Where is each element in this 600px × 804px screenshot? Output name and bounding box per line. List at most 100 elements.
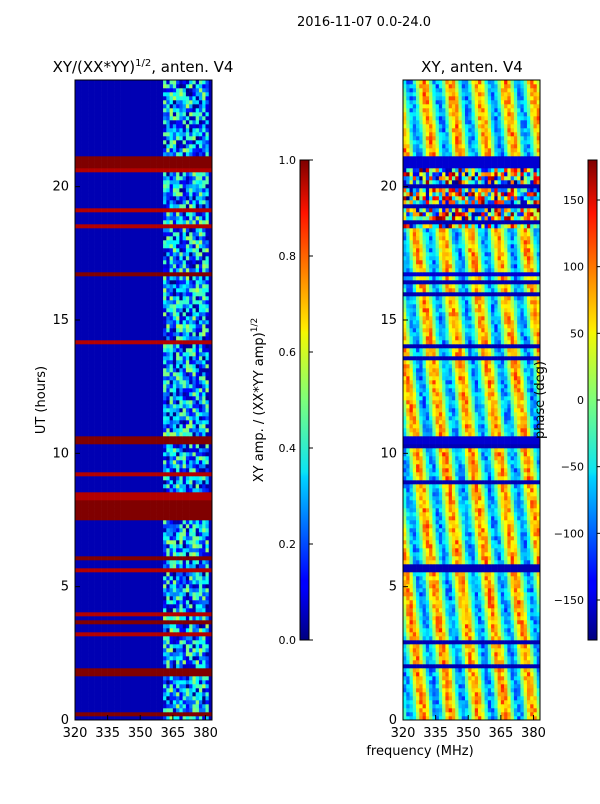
amplitude-cell	[189, 396, 193, 401]
amplitude-cell	[166, 552, 170, 557]
amplitude-cell	[84, 652, 89, 657]
amplitude-cell	[179, 480, 183, 485]
amplitude-cell	[189, 700, 193, 705]
amplitude-cell	[159, 600, 164, 605]
amplitude-cell	[146, 704, 151, 709]
amplitude-cell	[133, 436, 138, 441]
amplitude-cell	[146, 432, 151, 437]
amplitude-cell	[97, 676, 102, 681]
amplitude-cell	[166, 568, 170, 573]
amplitude-cell	[136, 640, 141, 645]
amplitude-cell	[110, 544, 115, 549]
amplitude-cell	[97, 560, 102, 565]
amplitude-cell	[198, 552, 203, 557]
amplitude-cell	[120, 548, 125, 553]
amplitude-cell	[159, 296, 164, 301]
amplitude-cell	[107, 568, 112, 573]
amplitude-cell	[153, 300, 157, 305]
amplitude-cell	[78, 524, 82, 529]
amplitude-cell	[208, 476, 213, 481]
amplitude-cell	[143, 592, 148, 597]
amplitude-cell	[133, 688, 138, 693]
amplitude-cell	[130, 552, 135, 557]
amplitude-cell	[182, 636, 187, 641]
amplitude-cell	[202, 352, 206, 357]
amplitude-cell	[136, 292, 141, 297]
amplitude-cell	[136, 556, 141, 561]
amplitude-cell	[81, 560, 86, 565]
amplitude-cell	[97, 372, 102, 377]
amplitude-cell	[114, 248, 118, 253]
amplitude-cell	[104, 516, 108, 521]
amplitude-cell	[169, 484, 174, 489]
amplitude-cell	[159, 424, 164, 429]
amplitude-cell	[169, 520, 174, 525]
amplitude-cell	[94, 632, 99, 637]
amplitude-cell	[133, 692, 138, 697]
amplitude-cell	[75, 464, 79, 469]
amplitude-cell	[153, 484, 157, 489]
amplitude-cell	[159, 248, 164, 253]
amplitude-cell	[133, 272, 138, 277]
amplitude-cell	[208, 588, 213, 593]
amplitude-cell	[185, 552, 190, 557]
amplitude-cell	[110, 408, 115, 413]
amplitude-cell	[123, 520, 128, 525]
amplitude-cell	[198, 420, 203, 425]
amplitude-cell	[189, 712, 193, 717]
amplitude-cell	[176, 308, 180, 313]
amplitude-cell	[75, 372, 79, 377]
amplitude-cell	[104, 548, 108, 553]
amplitude-cell	[130, 492, 135, 497]
amplitude-cell	[205, 332, 210, 337]
amplitude-cell	[75, 408, 79, 413]
amplitude-cell	[163, 544, 167, 549]
amplitude-cell	[198, 648, 203, 653]
amplitude-cell	[169, 472, 174, 477]
amplitude-cell	[104, 384, 108, 389]
amplitude-cell	[185, 444, 190, 449]
amplitude-cell	[146, 612, 151, 617]
amplitude-cell	[117, 332, 121, 337]
amplitude-cell	[159, 596, 164, 601]
amplitude-cell	[117, 544, 121, 549]
amplitude-cell	[195, 324, 200, 329]
amplitude-cell	[159, 252, 164, 257]
amplitude-cell	[159, 548, 164, 553]
amplitude-cell	[153, 348, 157, 353]
amplitude-cell	[166, 708, 170, 713]
amplitude-cell	[153, 256, 157, 261]
amplitude-cell	[84, 332, 89, 337]
amplitude-cell	[176, 440, 180, 445]
amplitude-cell	[166, 648, 170, 653]
amplitude-cell	[163, 384, 167, 389]
amplitude-cell	[114, 272, 118, 277]
amplitude-cell	[101, 396, 105, 401]
amplitude-cell	[81, 476, 86, 481]
amplitude-cell	[169, 636, 174, 641]
amplitude-cell	[127, 684, 131, 689]
amplitude-cell	[107, 264, 112, 269]
amplitude-cell	[179, 476, 183, 481]
amplitude-cell	[117, 488, 121, 493]
amplitude-cell	[169, 244, 174, 249]
amplitude-cell	[104, 404, 108, 409]
amplitude-cell	[136, 256, 141, 261]
amplitude-cell	[114, 260, 118, 265]
amplitude-cell	[97, 536, 102, 541]
amplitude-cell	[195, 632, 200, 637]
amplitude-cell	[75, 528, 79, 533]
amplitude-cell	[140, 584, 144, 589]
amplitude-cell	[208, 488, 213, 493]
amplitude-cell	[91, 448, 95, 453]
amplitude-cell	[94, 548, 99, 553]
amplitude-cell	[179, 448, 183, 453]
amplitude-cell	[146, 320, 151, 325]
amplitude-cell	[179, 412, 183, 417]
amplitude-cell	[182, 696, 187, 701]
amplitude-cell	[153, 544, 157, 549]
amplitude-cell	[110, 668, 115, 673]
amplitude-cell	[101, 340, 105, 345]
amplitude-cell	[136, 580, 141, 585]
amplitude-cell	[198, 660, 203, 665]
